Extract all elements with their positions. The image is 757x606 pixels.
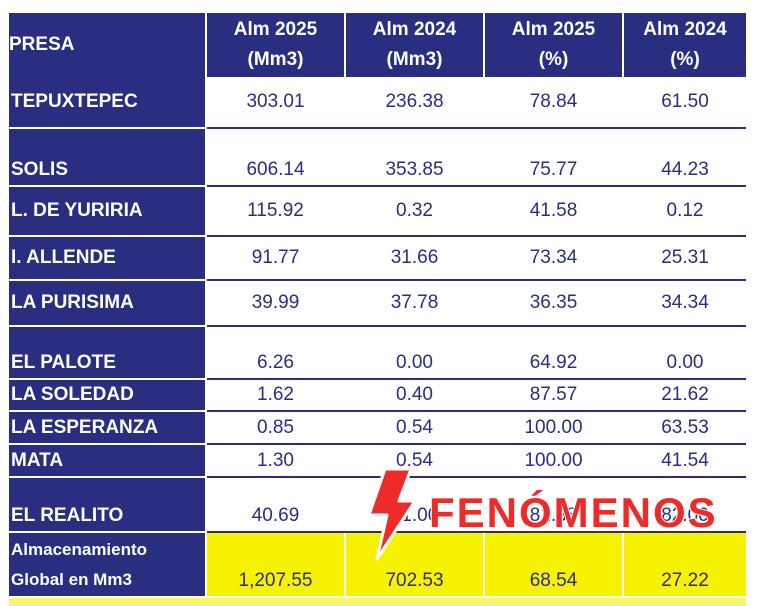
table-row: SOLIS 606.14 353.85 75.77 44.23 <box>9 128 746 187</box>
table-row: EL PALOTE 6.26 0.00 64.92 0.00 <box>9 326 746 380</box>
table-row: MATA 1.30 0.54 100.00 41.54 <box>9 444 746 478</box>
total-label: Almacenamiento Global en Mm3 <box>9 532 206 596</box>
table-row: TEPUXTEPEC 303.01 236.38 78.84 61.50 <box>9 77 746 129</box>
fenomenos-watermark: FENÓMENOS <box>363 467 735 562</box>
alm2024-pct-cell: 0.00 <box>622 326 746 380</box>
presa-name: LA SOLEDAD <box>9 379 206 412</box>
alm2024-mm3-cell: 31.66 <box>344 236 484 281</box>
presa-name: I. ALLENDE <box>9 236 206 281</box>
alm2024-mm3-cell: 0.40 <box>344 379 484 412</box>
table-header-row: PRESA Alm 2025 (Mm3) Alm 2024 (Mm3) Alm … <box>9 13 746 77</box>
total-alm2025-pct: 68.54 <box>483 532 623 596</box>
alm2025-mm3-cell: 606.14 <box>205 128 345 187</box>
header-alm2024-mm3: Alm 2024 (Mm3) <box>344 13 484 77</box>
alm2025-mm3-cell: 303.01 <box>205 77 345 129</box>
header-line2: (Mm3) <box>386 49 443 70</box>
presa-name: L. DE YURIRIA <box>9 186 206 237</box>
alm2025-mm3-cell: 91.77 <box>205 236 345 281</box>
alm2025-pct-cell: 41.58 <box>483 186 623 237</box>
alm2025-mm3-cell: 115.92 <box>205 186 345 237</box>
total-label-line1: Almacenamiento <box>11 539 148 559</box>
alm2025-mm3-cell: 6.26 <box>205 326 345 380</box>
alm2025-pct-cell: 81.38 <box>483 477 623 533</box>
presa-name: TEPUXTEPEC <box>9 77 206 129</box>
watermark-text: FENÓMENOS <box>428 488 718 537</box>
total-row: Almacenamiento Global en Mm3 1,207.55 70… <box>9 532 746 596</box>
alm2024-mm3-cell: 37.78 <box>344 280 484 327</box>
alm2025-mm3-cell: 40.69 <box>205 477 345 533</box>
footer-strip <box>9 598 746 606</box>
alm2024-pct-cell: 41.54 <box>622 444 746 478</box>
header-line2: (%) <box>538 49 569 70</box>
header-line1: Alm 2025 <box>511 19 596 40</box>
total-alm2024-pct: 27.22 <box>622 532 746 596</box>
alm2025-pct-cell: 100.00 <box>483 444 623 478</box>
alm2024-pct-cell: 61.50 <box>622 77 746 129</box>
alm2025-mm3-cell: 39.99 <box>205 280 345 327</box>
alm2024-pct-cell: 63.53 <box>622 411 746 445</box>
alm2025-mm3-cell: 0.85 <box>205 411 345 445</box>
lightning-bolt-icon <box>367 467 417 561</box>
header-line1: Alm 2024 <box>643 19 727 40</box>
presa-name: EL PALOTE <box>9 326 206 380</box>
table-row: LA PURISIMA 39.99 37.78 36.35 34.34 <box>9 280 746 327</box>
reservoir-storage-table-container: PRESA Alm 2025 (Mm3) Alm 2024 (Mm3) Alm … <box>9 13 746 596</box>
header-alm2025-pct: Alm 2025 (%) <box>483 13 623 77</box>
total-label-line2: Global en Mm3 <box>11 569 132 589</box>
alm2024-pct-cell: 34.34 <box>622 280 746 327</box>
alm2024-pct-cell: 44.23 <box>622 128 746 187</box>
alm2024-pct-cell: 25.31 <box>622 236 746 281</box>
alm2024-pct-cell: 21.62 <box>622 379 746 412</box>
alm2025-pct-cell: 87.57 <box>483 379 623 412</box>
table-row: LA SOLEDAD 1.62 0.40 87.57 21.62 <box>9 379 746 412</box>
total-alm2025-mm3: 1,207.55 <box>205 532 345 596</box>
alm2025-pct-cell: 64.92 <box>483 326 623 380</box>
header-alm2024-pct: Alm 2024 (%) <box>622 13 746 77</box>
alm2025-pct-cell: 75.77 <box>483 128 623 187</box>
header-line1: Alm 2025 <box>233 19 318 40</box>
alm2025-pct-cell: 78.84 <box>483 77 623 129</box>
header-line1: Alm 2024 <box>372 19 457 40</box>
alm2024-pct-cell: 0.12 <box>622 186 746 237</box>
presa-name: SOLIS <box>9 128 206 187</box>
header-line2: (Mm3) <box>247 49 304 70</box>
alm2024-mm3-cell: 0.54 <box>344 444 484 478</box>
alm2025-mm3-cell: 1.62 <box>205 379 345 412</box>
header-line2: (%) <box>670 49 700 70</box>
alm2025-pct-cell: 36.35 <box>483 280 623 327</box>
total-alm2024-mm3: 702.53 <box>344 532 484 596</box>
alm2025-pct-cell: 100.00 <box>483 411 623 445</box>
alm2025-mm3-cell: 1.30 <box>205 444 345 478</box>
alm2024-mm3-cell: 0.54 <box>344 411 484 445</box>
alm2024-mm3-cell: 236.38 <box>344 77 484 129</box>
alm2024-mm3-cell: 0.00 <box>344 326 484 380</box>
header-alm2025-mm3: Alm 2025 (Mm3) <box>205 13 345 77</box>
presa-name: LA ESPERANZA <box>9 411 206 445</box>
alm2025-pct-cell: 73.34 <box>483 236 623 281</box>
alm2024-mm3-cell: 353.85 <box>344 128 484 187</box>
alm2024-mm3-cell: 0.32 <box>344 186 484 237</box>
presa-name: EL REALITO <box>9 477 206 533</box>
table-row: L. DE YURIRIA 115.92 0.32 41.58 0.12 <box>9 186 746 237</box>
header-presa: PRESA <box>9 13 206 77</box>
alm2024-pct-cell: 82.00 <box>622 477 746 533</box>
table-row: I. ALLENDE 91.77 31.66 73.34 25.31 <box>9 236 746 281</box>
table-row: LA ESPERANZA 0.85 0.54 100.00 63.53 <box>9 411 746 445</box>
reservoir-storage-table: PRESA Alm 2025 (Mm3) Alm 2024 (Mm3) Alm … <box>9 13 746 596</box>
presa-name: MATA <box>9 444 206 478</box>
header-presa-label: PRESA <box>9 34 75 55</box>
presa-name: LA PURISIMA <box>9 280 206 327</box>
